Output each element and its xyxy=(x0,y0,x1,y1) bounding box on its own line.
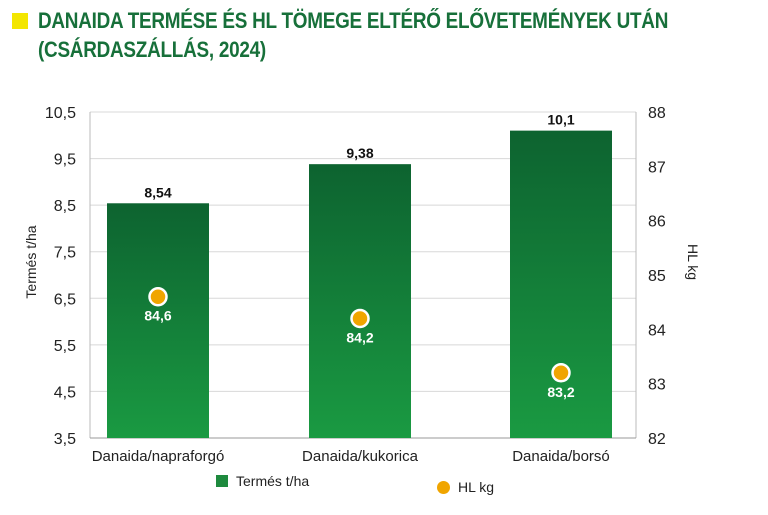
x-tick-label: Danaida/borsó xyxy=(512,448,610,465)
bar-2 xyxy=(309,164,411,438)
y-tick-label: 4,5 xyxy=(54,384,76,401)
y2-tick-label: 86 xyxy=(648,214,666,231)
y2-tick-label: 87 xyxy=(648,159,666,176)
y-tick-label: 7,5 xyxy=(54,245,76,262)
chart-title-line2: (CSÁRDASZÁLLÁS, 2024) xyxy=(38,37,266,62)
hl-value-label: 84,6 xyxy=(144,308,171,324)
legend-hl-swatch xyxy=(437,480,450,494)
title-marker xyxy=(12,13,28,29)
x-tick-label: Danaida/kukorica xyxy=(302,448,419,465)
bar-value-label: 9,38 xyxy=(346,145,373,161)
legend-hl: HL kg xyxy=(437,477,494,497)
legend-yield-label: Termés t/ha xyxy=(236,473,310,489)
y-tick-label: 8,5 xyxy=(54,198,76,215)
x-tick-label: Danaida/napraforgó xyxy=(92,448,225,465)
y-tick-label: 9,5 xyxy=(54,152,76,169)
y-axis-title: Termés t/ha xyxy=(23,225,39,298)
y2-tick-label: 85 xyxy=(648,268,666,285)
y2-tick-label: 84 xyxy=(648,322,666,339)
bar-value-label: 8,54 xyxy=(144,184,171,200)
bar-3 xyxy=(510,130,612,438)
chart-title: DANAIDA TERMÉSE ÉS HL TÖMEGE ELTÉRŐ ELŐV… xyxy=(38,6,669,64)
hl-value-label: 83,2 xyxy=(547,384,574,400)
legend-hl-label: HL kg xyxy=(458,479,495,495)
hl-point-3 xyxy=(551,363,571,383)
y2-tick-label: 88 xyxy=(648,105,666,122)
y2-axis-title: HL kg xyxy=(685,244,701,280)
hl-point-2 xyxy=(350,308,370,329)
y2-tick-label: 83 xyxy=(648,377,666,394)
hl-value-label: 84,2 xyxy=(346,329,373,345)
bar-1 xyxy=(107,203,209,438)
bar-value-label: 10,1 xyxy=(547,112,574,128)
y-tick-label: 6,5 xyxy=(54,291,76,308)
legend-yield: Termés t/ha xyxy=(216,471,309,491)
y2-tick-label: 82 xyxy=(648,431,666,448)
chart-title-line1: DANAIDA TERMÉSE ÉS HL TÖMEGE ELTÉRŐ ELŐV… xyxy=(38,8,669,33)
y-tick-label: 5,5 xyxy=(54,338,76,355)
y-tick-label: 3,5 xyxy=(54,431,76,448)
y-tick-label: 10,5 xyxy=(45,105,76,122)
hl-point-1 xyxy=(148,286,168,307)
legend-yield-swatch xyxy=(216,475,228,487)
